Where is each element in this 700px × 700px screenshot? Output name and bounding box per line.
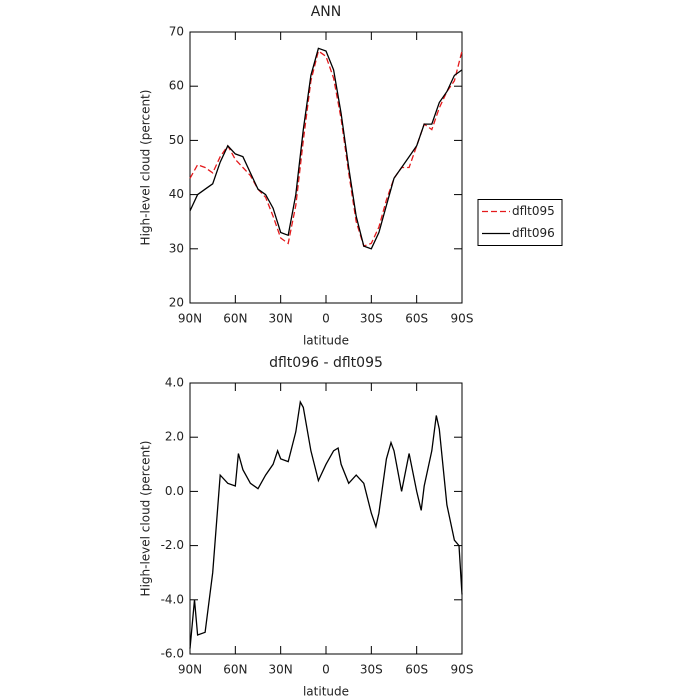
y-tick-label: 4.0 — [165, 376, 184, 390]
x-tick-label: 30N — [269, 663, 293, 677]
chart-title: dflt096 - dflt095 — [269, 355, 383, 371]
y-tick-label: 30 — [169, 241, 184, 255]
y-axis-label: High-level cloud (percent) — [139, 90, 153, 246]
y-axis-label: High-level cloud (percent) — [139, 441, 153, 597]
plot-frame — [189, 31, 463, 304]
x-tick-label: 90N — [178, 312, 202, 326]
x-tick-label: 60S — [405, 663, 428, 677]
chart-title: ANN — [311, 4, 342, 20]
y-tick-label: -2.0 — [161, 538, 184, 552]
x-tick-label: 0 — [322, 663, 330, 677]
legend-label: dflt096 — [512, 226, 555, 240]
legend-label: dflt095 — [512, 204, 555, 218]
x-tick-label: 60S — [405, 312, 428, 326]
x-axis-label: latitude — [303, 685, 349, 699]
plot-frame — [189, 382, 463, 655]
y-tick-label: 60 — [169, 79, 184, 93]
x-tick-label: 90S — [451, 312, 474, 326]
x-axis-label: latitude — [303, 334, 349, 348]
y-tick-label: -6.0 — [161, 647, 184, 661]
x-tick-label: 90S — [451, 663, 474, 677]
x-tick-label: 30N — [269, 312, 293, 326]
y-tick-label: 70 — [169, 25, 184, 39]
x-tick-label: 30S — [360, 312, 383, 326]
x-tick-label: 30S — [360, 663, 383, 677]
y-tick-label: 50 — [169, 133, 184, 147]
y-tick-label: 2.0 — [165, 430, 184, 444]
y-tick-label: 0.0 — [165, 484, 184, 498]
x-tick-label: 60N — [223, 312, 247, 326]
x-tick-label: 0 — [322, 312, 330, 326]
legend-box — [477, 199, 563, 246]
x-tick-label: 60N — [223, 663, 247, 677]
data-line — [189, 400, 463, 649]
data-line — [189, 47, 463, 250]
y-tick-label: 20 — [169, 296, 184, 310]
x-tick-label: 90N — [178, 663, 202, 677]
y-tick-label: 40 — [169, 187, 184, 201]
y-tick-label: -4.0 — [161, 592, 184, 606]
